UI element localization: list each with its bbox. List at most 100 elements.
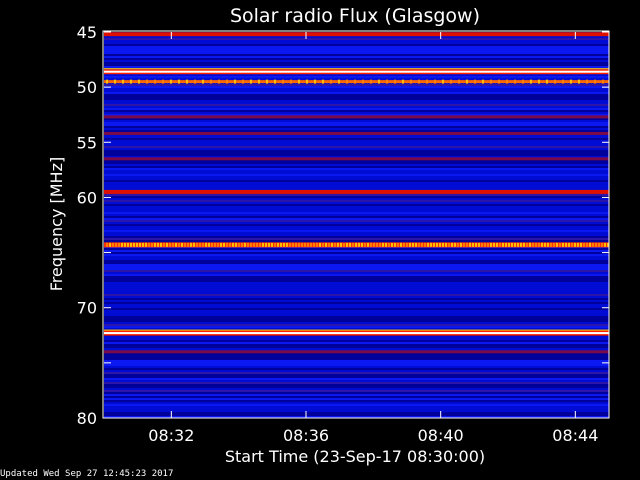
burst-mark bbox=[402, 79, 404, 84]
texture-row bbox=[104, 150, 609, 152]
texture-row bbox=[104, 90, 609, 92]
texture-row bbox=[104, 268, 609, 270]
burst-mark bbox=[457, 242, 459, 247]
burst-mark bbox=[325, 242, 327, 247]
texture-row bbox=[104, 410, 609, 412]
texture-row bbox=[104, 174, 609, 176]
texture-row bbox=[104, 310, 609, 312]
burst-mark bbox=[133, 242, 135, 247]
burst-mark bbox=[337, 242, 339, 247]
burst-mark bbox=[355, 242, 357, 247]
texture-row bbox=[104, 200, 609, 202]
intensity-band bbox=[104, 68, 609, 75]
texture-row bbox=[104, 126, 609, 128]
burst-mark bbox=[506, 79, 508, 84]
burst-mark bbox=[298, 242, 300, 247]
burst-mark bbox=[343, 242, 345, 247]
texture-row bbox=[104, 376, 609, 378]
texture-row bbox=[104, 124, 609, 126]
texture-row bbox=[104, 40, 609, 42]
texture-row bbox=[104, 212, 609, 214]
burst-mark bbox=[514, 79, 516, 84]
texture-row bbox=[104, 134, 609, 136]
texture-row bbox=[104, 152, 609, 154]
burst-mark bbox=[146, 79, 148, 84]
burst-mark bbox=[151, 242, 153, 247]
burst-mark bbox=[568, 242, 570, 247]
burst-mark bbox=[208, 242, 210, 247]
texture-row bbox=[104, 292, 609, 294]
burst-mark bbox=[194, 79, 196, 84]
band-fill bbox=[104, 115, 609, 119]
burst-mark bbox=[330, 79, 332, 84]
texture-row bbox=[104, 372, 609, 374]
band-fill bbox=[104, 80, 609, 84]
burst-mark bbox=[226, 242, 228, 247]
burst-mark bbox=[232, 242, 234, 247]
burst-mark bbox=[554, 79, 556, 84]
texture-row bbox=[104, 216, 609, 218]
texture-row bbox=[104, 110, 609, 112]
burst-mark bbox=[289, 242, 291, 247]
texture-row bbox=[104, 370, 609, 372]
burst-mark bbox=[517, 242, 519, 247]
texture-row bbox=[104, 314, 609, 316]
texture-row bbox=[104, 366, 609, 368]
texture-row bbox=[104, 208, 609, 210]
texture-row bbox=[104, 48, 609, 50]
texture-row bbox=[104, 108, 609, 110]
burst-mark bbox=[127, 242, 129, 247]
texture-row bbox=[104, 396, 609, 398]
burst-mark bbox=[589, 242, 591, 247]
texture-row bbox=[104, 266, 609, 268]
band-fill bbox=[104, 350, 609, 354]
burst-mark bbox=[178, 242, 180, 247]
burst-mark bbox=[578, 79, 580, 84]
texture-row bbox=[104, 346, 609, 348]
burst-mark bbox=[362, 79, 364, 84]
texture-row bbox=[104, 112, 609, 114]
y-axis-label: Frequency [MHz] bbox=[47, 157, 66, 291]
burst-mark bbox=[580, 242, 582, 247]
x-tick-label: 08:36 bbox=[283, 426, 329, 445]
texture-row bbox=[104, 94, 609, 96]
burst-mark bbox=[162, 79, 164, 84]
burst-mark bbox=[250, 242, 252, 247]
burst-mark bbox=[301, 242, 303, 247]
burst-mark bbox=[559, 242, 561, 247]
burst-mark bbox=[424, 242, 426, 247]
texture-row bbox=[104, 76, 609, 78]
texture-row bbox=[104, 390, 609, 392]
burst-mark bbox=[218, 79, 220, 84]
burst-mark bbox=[382, 242, 384, 247]
burst-mark bbox=[181, 242, 183, 247]
burst-mark bbox=[346, 79, 348, 84]
texture-row bbox=[104, 270, 609, 272]
texture-row bbox=[104, 318, 609, 320]
texture-row bbox=[104, 220, 609, 222]
burst-mark bbox=[154, 79, 156, 84]
burst-mark bbox=[106, 242, 108, 247]
texture-row bbox=[104, 62, 609, 64]
burst-mark bbox=[256, 242, 258, 247]
burst-mark bbox=[607, 242, 609, 247]
burst-mark bbox=[541, 242, 543, 247]
texture-row bbox=[104, 184, 609, 186]
burst-mark bbox=[286, 242, 288, 247]
texture-row bbox=[104, 38, 609, 40]
burst-mark bbox=[361, 242, 363, 247]
burst-mark bbox=[526, 242, 528, 247]
burst-mark bbox=[565, 242, 567, 247]
texture-row bbox=[104, 160, 609, 162]
burst-mark bbox=[307, 242, 309, 247]
burst-mark bbox=[594, 79, 596, 84]
burst-mark bbox=[352, 242, 354, 247]
burst-mark bbox=[157, 242, 159, 247]
texture-row bbox=[104, 194, 609, 196]
burst-mark bbox=[163, 242, 165, 247]
burst-mark bbox=[280, 242, 282, 247]
texture-row bbox=[104, 96, 609, 98]
texture-row bbox=[104, 414, 609, 416]
texture-row bbox=[104, 114, 609, 116]
texture-row bbox=[104, 416, 609, 418]
